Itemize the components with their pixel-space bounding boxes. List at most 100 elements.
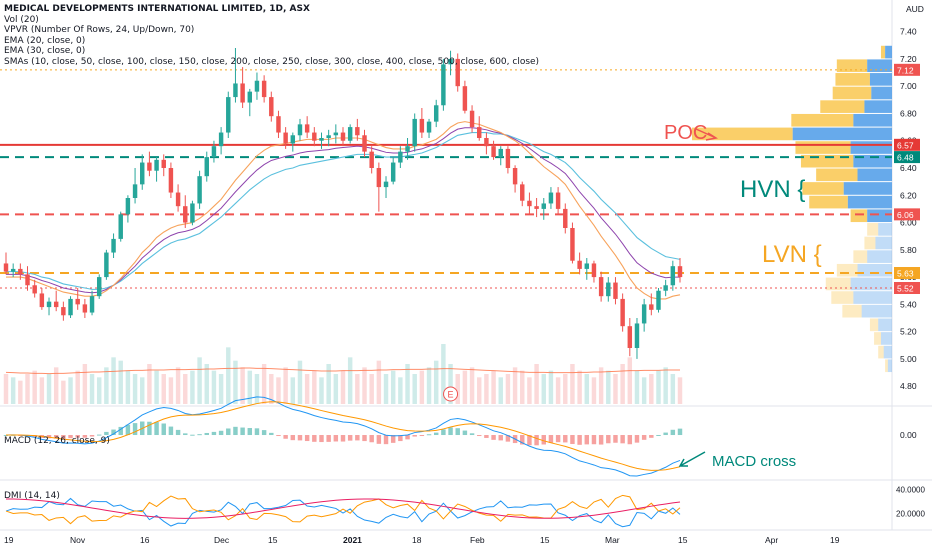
candle-body	[96, 277, 102, 297]
macd-histogram-bar	[240, 427, 245, 436]
volume-bar	[520, 370, 525, 404]
signal-line	[5, 401, 681, 471]
volume-bar	[89, 374, 95, 404]
macd-histogram-bar	[598, 435, 604, 445]
candle-body	[634, 323, 640, 348]
volume-bar	[261, 364, 267, 404]
candle-body	[197, 176, 202, 204]
macd-histogram-bar	[555, 435, 561, 443]
volume-bar	[183, 374, 188, 404]
vpvr-row-down	[861, 304, 892, 318]
candle-body	[383, 181, 389, 188]
macd-histogram-bar	[620, 435, 625, 444]
price-tick-label: 7.00	[900, 81, 917, 91]
candle-body	[89, 296, 95, 313]
candle-body	[433, 105, 439, 122]
indicator-ema30: EMA (30, close, 0)	[4, 46, 86, 57]
macd-histogram-bar	[190, 434, 195, 436]
candle-body	[484, 138, 489, 147]
volume-bar	[319, 377, 324, 404]
volume-bar	[555, 377, 561, 404]
poc-arrow	[695, 128, 718, 141]
macd-histogram-bar	[634, 435, 640, 443]
volume-bar	[498, 377, 503, 404]
price-label-text: 7.12	[897, 65, 914, 75]
volume-bar	[68, 377, 73, 404]
candle-body	[326, 135, 331, 138]
volume-bar	[233, 360, 238, 404]
vpvr-row-up	[816, 168, 858, 182]
volume-bar	[154, 370, 159, 404]
macd-histogram-bar	[563, 435, 568, 443]
volume-bar	[118, 360, 123, 404]
volume-bar	[570, 364, 575, 404]
candle-body	[613, 282, 618, 299]
macd-histogram-bar	[448, 427, 453, 436]
macd-histogram-bar	[477, 435, 482, 437]
candle-body	[426, 121, 432, 133]
vpvr-row-up	[795, 141, 851, 154]
candle-body	[140, 162, 145, 185]
candle-body	[455, 58, 460, 87]
macd-histogram-bar	[68, 435, 73, 439]
vpvr-row-up	[850, 209, 868, 223]
macd-histogram-bar	[570, 435, 575, 444]
hvn-annotation: HVN {	[740, 176, 805, 203]
price-tick-label: 6.00	[900, 218, 917, 228]
candle-body	[75, 298, 80, 305]
volume-bar	[613, 374, 618, 404]
macd-histogram-bar	[175, 429, 181, 436]
vpvr-row-down	[878, 223, 892, 236]
macd-histogram-bar	[426, 434, 432, 436]
macd-histogram-bar	[183, 433, 188, 436]
volume-bar	[433, 360, 439, 404]
volume-bar	[333, 374, 339, 404]
macd-histogram-bar	[61, 435, 66, 440]
vpvr-row-down	[850, 277, 892, 291]
volume-bar	[218, 374, 224, 404]
volume-bar	[3, 374, 9, 404]
time-tick-label: Feb	[470, 535, 485, 545]
macd-histogram-bar	[649, 435, 654, 438]
macd-histogram-bar	[161, 423, 166, 436]
macd-histogram-bar	[197, 434, 202, 436]
volume-bar	[390, 370, 396, 404]
volume-bar	[96, 377, 102, 404]
vpvr-row-up	[836, 263, 858, 277]
macd-histogram-bar	[677, 428, 683, 436]
vpvr-row-up	[809, 195, 848, 209]
macd-histogram-bar	[233, 426, 238, 436]
candle-body	[269, 97, 274, 117]
vpvr-row-down	[878, 318, 892, 332]
lvn-annotation: LVN {	[762, 241, 822, 268]
volume-bar	[161, 374, 166, 404]
volume-bar	[426, 367, 432, 404]
candle-body	[261, 80, 267, 98]
candle-body	[125, 198, 131, 215]
time-tick-label: 19	[4, 535, 14, 545]
vpvr-row-up	[802, 182, 844, 195]
macd-histogram-bar	[125, 424, 131, 436]
vpvr-row-down	[867, 59, 892, 73]
macd-histogram-bar	[376, 435, 382, 444]
candle-body	[247, 91, 253, 103]
macd-histogram-bar	[104, 431, 109, 436]
volume-bar	[663, 367, 668, 404]
macd-histogram-bar	[132, 423, 138, 436]
macd-histogram-bar	[412, 435, 417, 437]
vpvr-row-down	[847, 195, 892, 209]
volume-bar	[347, 357, 353, 404]
time-tick-label: 15	[268, 535, 278, 545]
chart-title: MEDICAL DEVELOPMENTS INTERNATIONAL LIMIT…	[4, 4, 310, 14]
macd-histogram-bar	[211, 431, 217, 436]
macd-histogram-bar	[405, 435, 410, 440]
macd-histogram-bar	[627, 435, 633, 445]
macd-histogram-bar	[369, 435, 374, 443]
macd-histogram-bar	[577, 435, 582, 445]
volume-bar	[147, 364, 152, 404]
macd-histogram-bar	[355, 435, 360, 441]
macd-histogram-bar	[226, 428, 231, 436]
volume-bar	[412, 374, 417, 404]
